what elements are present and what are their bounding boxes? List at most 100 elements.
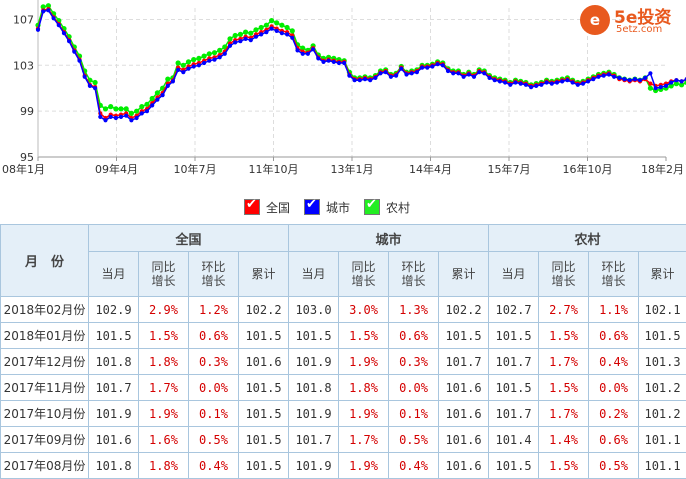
x-tick-label: 08年1月 (2, 162, 45, 176)
point-city (643, 76, 647, 80)
point-rural (176, 60, 181, 65)
point-rural (196, 56, 201, 61)
cell-national-0: 101.6 (89, 427, 139, 453)
cell-national-2: 0.5% (189, 427, 239, 453)
point-city (358, 78, 362, 82)
point-rural (248, 31, 253, 36)
point-city (534, 84, 538, 88)
cell-rural-1: 1.7% (539, 349, 589, 375)
point-city (555, 80, 559, 84)
group-header-national: 全国 (89, 225, 289, 252)
cell-city-2: 0.5% (389, 427, 439, 453)
point-city (617, 76, 621, 80)
point-city (67, 39, 71, 43)
legend-checkbox-city[interactable] (304, 199, 320, 215)
row-month: 2018年02月份 (1, 297, 89, 323)
subheader-national-1: 同比增长 (139, 252, 189, 297)
subheader-city-3: 累计 (439, 252, 489, 297)
point-city (114, 116, 118, 120)
cell-city-3: 101.6 (439, 375, 489, 401)
cell-rural-3: 101.2 (639, 375, 686, 401)
point-city (228, 44, 232, 48)
cell-city-0: 101.8 (289, 375, 339, 401)
point-rural (264, 23, 269, 28)
cell-city-1: 1.9% (339, 401, 389, 427)
legend-checkbox-national[interactable] (244, 199, 260, 215)
cell-rural-1: 1.4% (539, 427, 589, 453)
point-city (275, 29, 279, 33)
point-rural (134, 109, 139, 114)
point-city (545, 80, 549, 84)
legend-item-city[interactable]: 城市 (304, 199, 350, 216)
point-city (218, 55, 222, 59)
legend-item-rural[interactable]: 农村 (364, 199, 410, 216)
table-group-header-row: 月 份 全国 城市 农村 (1, 225, 686, 252)
brand-logo[interactable]: e 5e投资 5etz.com (574, 2, 684, 38)
point-city (571, 80, 575, 84)
point-city (119, 115, 123, 119)
point-city (171, 79, 175, 83)
point-city (155, 98, 159, 102)
cell-city-1: 3.0% (339, 297, 389, 323)
point-city (342, 61, 346, 65)
point-city (41, 9, 45, 13)
point-city (441, 63, 445, 67)
cell-city-1: 1.9% (339, 349, 389, 375)
point-city (259, 32, 263, 36)
legend-item-national[interactable]: 全国 (244, 199, 290, 216)
cell-rural-3: 101.2 (639, 401, 686, 427)
point-city (550, 82, 554, 86)
point-city (638, 78, 642, 82)
legend-checkbox-rural[interactable] (364, 199, 380, 215)
cell-city-2: 1.3% (389, 297, 439, 323)
x-tick-label: 11年10月 (249, 162, 299, 176)
point-city (129, 118, 133, 122)
point-city (368, 78, 372, 82)
point-city (622, 77, 626, 81)
point-city (581, 82, 585, 86)
point-city (140, 111, 144, 115)
cell-city-3: 101.6 (439, 427, 489, 453)
subheader-national-2: 环比增长 (189, 252, 239, 297)
cell-rural-2: 0.4% (589, 349, 639, 375)
point-city (576, 83, 580, 87)
point-city (52, 16, 56, 20)
cell-national-1: 1.6% (139, 427, 189, 453)
cell-city-2: 0.3% (389, 349, 439, 375)
cell-rural-0: 101.7 (489, 401, 539, 427)
point-city (664, 84, 668, 88)
point-city (654, 86, 658, 90)
point-rural (186, 59, 191, 64)
point-city (347, 74, 351, 78)
cell-rural-0: 102.7 (489, 297, 539, 323)
point-city (321, 60, 325, 64)
x-tick-label: 15年7月 (488, 162, 531, 176)
cell-national-3: 101.5 (239, 323, 289, 349)
point-city (254, 35, 258, 39)
y-tick-label: 107 (13, 13, 34, 26)
cell-national-3: 101.5 (239, 401, 289, 427)
point-city (513, 80, 517, 84)
point-rural (191, 57, 196, 62)
cell-national-0: 101.8 (89, 349, 139, 375)
cell-city-1: 1.8% (339, 375, 389, 401)
point-city (109, 115, 113, 119)
cell-rural-0: 101.7 (489, 349, 539, 375)
point-rural (290, 28, 295, 33)
month-header: 月 份 (1, 225, 89, 297)
chart-legend: 全国 城市 农村 (244, 196, 424, 218)
cell-city-0: 101.9 (289, 349, 339, 375)
cell-rural-0: 101.5 (489, 323, 539, 349)
point-city (98, 115, 102, 119)
point-city (161, 93, 165, 97)
point-rural (181, 63, 186, 68)
point-city (399, 67, 403, 71)
subheader-rural-2: 环比增长 (589, 252, 639, 297)
point-city (607, 72, 611, 76)
point-rural (217, 48, 222, 53)
point-city (124, 114, 128, 118)
cell-rural-1: 1.5% (539, 323, 589, 349)
